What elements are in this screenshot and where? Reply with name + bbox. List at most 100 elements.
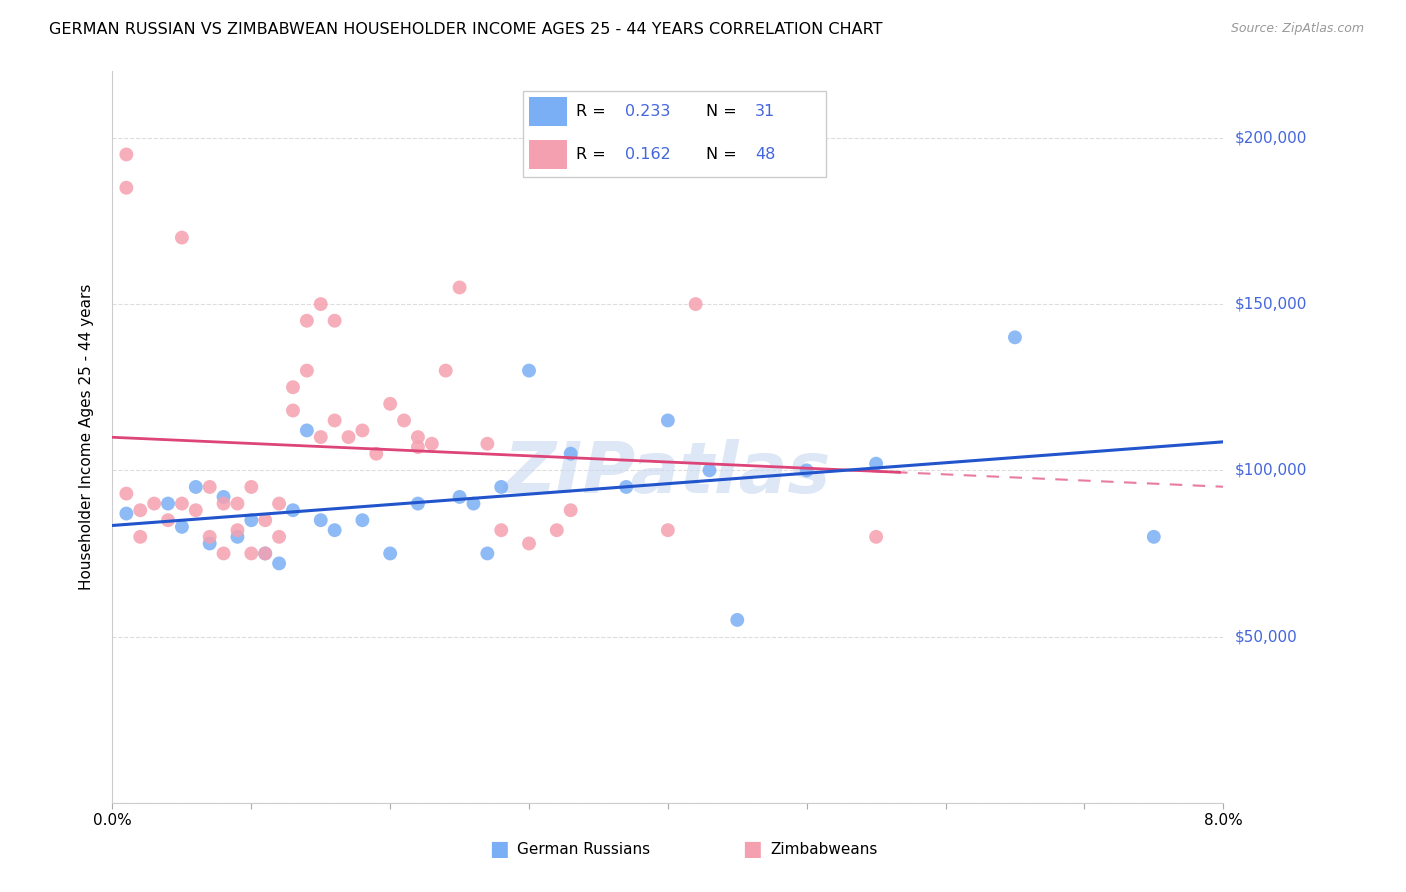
Point (406, 440, 429, 454)
Point (115, 147, 138, 161)
Point (406, 430, 429, 444)
Point (1004, 330, 1026, 344)
Point (491, 480, 513, 494)
Point (295, 314, 318, 328)
Point (657, 413, 679, 427)
Point (865, 530, 887, 544)
Point (198, 480, 221, 494)
Point (170, 230, 193, 244)
Text: 31: 31 (755, 104, 776, 119)
Text: 48: 48 (755, 147, 776, 161)
Text: N =: N = (706, 104, 742, 119)
Point (170, 497, 193, 511)
Point (295, 363, 318, 377)
Point (254, 546, 277, 560)
Point (517, 363, 540, 377)
Point (1143, 530, 1166, 544)
Text: GERMAN RUSSIAN VS ZIMBABWEAN HOUSEHOLDER INCOME AGES 25 - 44 YEARS CORRELATION C: GERMAN RUSSIAN VS ZIMBABWEAN HOUSEHOLDER… (49, 22, 883, 37)
Point (267, 497, 291, 511)
Point (267, 557, 291, 571)
Point (143, 497, 166, 511)
Point (366, 447, 388, 461)
Point (352, 424, 374, 438)
Text: R =: R = (576, 147, 610, 161)
Point (170, 520, 193, 534)
Point (323, 413, 346, 427)
Point (129, 530, 152, 544)
FancyBboxPatch shape (530, 97, 567, 126)
Point (323, 314, 346, 328)
Point (406, 497, 429, 511)
Point (392, 413, 415, 427)
Text: ZIPatlas: ZIPatlas (505, 439, 831, 508)
Point (212, 546, 235, 560)
Point (560, 503, 582, 517)
Text: Zimbabweans: Zimbabweans (770, 842, 877, 856)
Point (254, 546, 277, 560)
Point (226, 497, 249, 511)
Text: ■: ■ (742, 839, 762, 859)
Point (463, 497, 485, 511)
Point (115, 486, 138, 500)
Point (240, 513, 263, 527)
Point (129, 503, 152, 517)
Point (477, 436, 499, 450)
Text: N =: N = (706, 147, 742, 161)
Point (434, 363, 457, 377)
Point (685, 297, 707, 311)
Text: Source: ZipAtlas.com: Source: ZipAtlas.com (1230, 22, 1364, 36)
Text: 0.233: 0.233 (626, 104, 671, 119)
Point (198, 530, 221, 544)
Point (295, 424, 318, 438)
Point (184, 480, 207, 494)
Point (614, 480, 637, 494)
Point (184, 503, 207, 517)
Point (560, 447, 582, 461)
FancyBboxPatch shape (530, 140, 567, 169)
Point (309, 297, 332, 311)
Point (212, 497, 235, 511)
Point (226, 523, 249, 537)
Point (546, 523, 568, 537)
Point (115, 180, 138, 194)
Point (226, 530, 249, 544)
Point (309, 513, 332, 527)
Point (380, 397, 402, 411)
Point (281, 403, 304, 417)
Point (477, 546, 499, 560)
Text: $50,000: $50,000 (1234, 629, 1298, 644)
Text: R =: R = (576, 104, 610, 119)
Text: $100,000: $100,000 (1234, 463, 1306, 478)
Point (198, 536, 221, 550)
Point (699, 463, 721, 477)
FancyBboxPatch shape (523, 91, 827, 177)
Y-axis label: Householder Income Ages 25 - 44 years: Householder Income Ages 25 - 44 years (79, 284, 94, 591)
Point (865, 457, 887, 471)
Text: German Russians: German Russians (517, 842, 651, 856)
Point (337, 430, 360, 444)
Point (157, 513, 180, 527)
Point (517, 536, 540, 550)
Point (449, 280, 471, 294)
Point (657, 523, 679, 537)
Text: 0.162: 0.162 (626, 147, 671, 161)
Point (115, 507, 138, 521)
Point (380, 546, 402, 560)
Text: $200,000: $200,000 (1234, 130, 1306, 145)
Point (240, 546, 263, 560)
Point (449, 490, 471, 504)
Point (491, 523, 513, 537)
Point (240, 480, 263, 494)
Point (281, 380, 304, 394)
Point (352, 513, 374, 527)
Point (309, 430, 332, 444)
Point (254, 513, 277, 527)
Point (267, 530, 291, 544)
Point (157, 497, 180, 511)
Point (796, 463, 818, 477)
Point (281, 503, 304, 517)
Text: $150,000: $150,000 (1234, 297, 1306, 311)
Point (323, 523, 346, 537)
Point (725, 613, 748, 627)
Text: ■: ■ (489, 839, 509, 859)
